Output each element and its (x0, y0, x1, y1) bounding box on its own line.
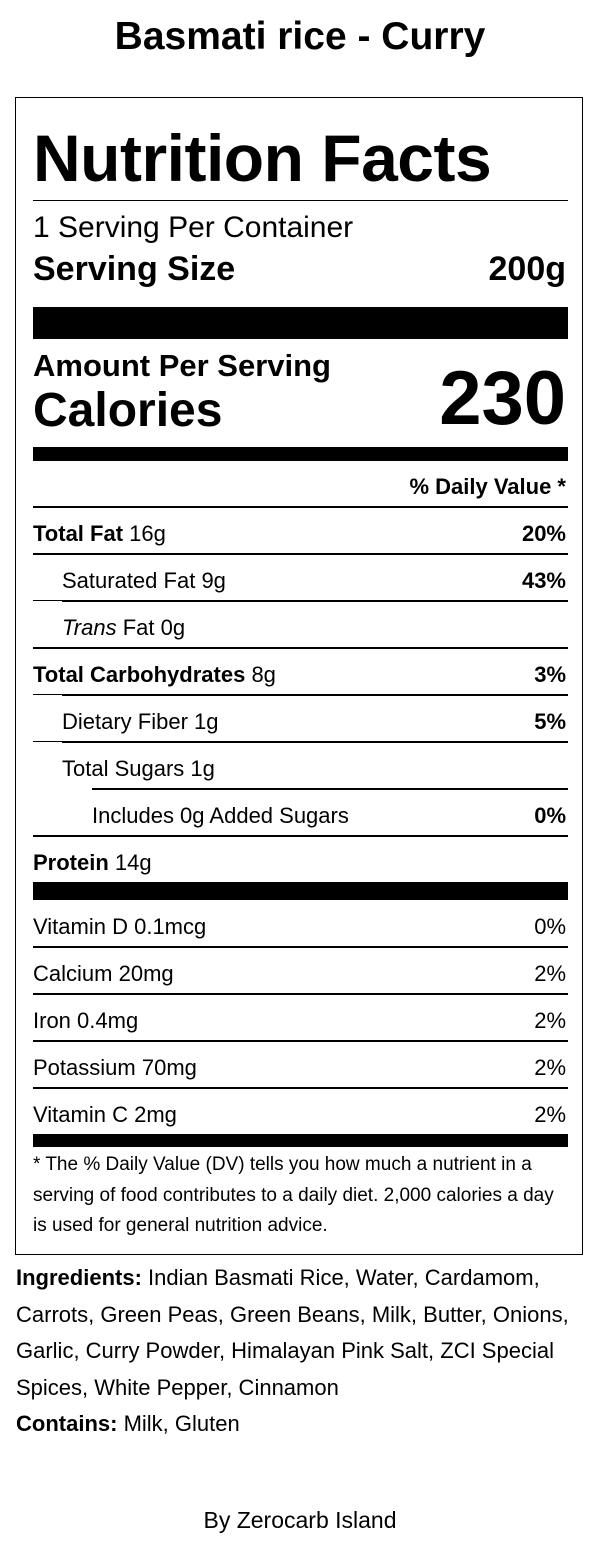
contains-text: Milk, Gluten (123, 1411, 240, 1436)
serving-size-label: Serving Size (33, 250, 236, 288)
nutrient-name: Includes 0g Added Sugars (92, 803, 349, 828)
serving-size-value: 200g (488, 250, 567, 288)
nutrient-amount: 9g (201, 568, 226, 593)
nutrient-dv: 20% (521, 521, 566, 546)
ingredients-text: Indian Basmati Rice, Water, Cardamom, Ca… (16, 1265, 569, 1400)
daily-value-footnote: * The % Daily Value (DV) tells you how m… (33, 1154, 554, 1236)
nutrient-amount: 8g (251, 662, 276, 687)
vitamin-dv: 2% (534, 1055, 566, 1080)
thick-divider (33, 882, 568, 900)
nutrient-amount: 16g (129, 521, 166, 546)
vitamin-amount: 2mg (134, 1102, 177, 1127)
product-title: Basmati rice - Curry (114, 15, 486, 58)
nutrient-dv: 5% (534, 709, 566, 734)
divider (62, 600, 568, 602)
divider (33, 200, 568, 201)
thick-divider (33, 447, 568, 461)
vitamin-row-vitamin-c: Vitamin C 2mg (33, 1100, 177, 1130)
divider (92, 788, 568, 790)
divider (62, 694, 568, 696)
thick-divider (33, 307, 568, 339)
nutrition-facts-panel: Nutrition Facts 1 Serving Per Container … (15, 97, 583, 1255)
nutrient-row-protein: Protein 14g (33, 848, 152, 878)
vitamin-amount: 20mg (118, 961, 174, 986)
divider (33, 993, 568, 995)
vitamin-name: Iron (33, 1008, 71, 1033)
ingredients-block: Ingredients: Indian Basmati Rice, Water,… (16, 1260, 592, 1443)
vitamin-name: Vitamin C (33, 1102, 128, 1127)
divider (33, 600, 62, 601)
divider (62, 741, 568, 743)
nutrient-row-dietary-fiber: Dietary Fiber 1g (62, 707, 219, 737)
nutrient-name: Protein (33, 850, 109, 875)
contains-label: Contains: (16, 1411, 118, 1436)
nutrient-name: Dietary Fiber (62, 709, 188, 734)
brand-byline: By Zerocarb Island (203, 1507, 397, 1533)
nutrient-name: Total Sugars (62, 756, 185, 781)
thick-divider (33, 1134, 568, 1147)
nutrient-name-italic: Trans (62, 615, 117, 640)
nutrient-row-total-fat: Total Fat 16g (33, 519, 166, 549)
nutrition-facts-heading: Nutrition Facts (33, 121, 492, 195)
vitamin-amount: 0.1mcg (134, 914, 207, 939)
nutrient-amount: 1g (190, 756, 215, 781)
nutrient-name: Saturated Fat (62, 568, 196, 593)
nutrient-row-trans-fat: Trans Fat 0g (62, 613, 185, 643)
vitamin-name: Vitamin D (33, 914, 128, 939)
nutrient-dv: 0% (534, 803, 566, 828)
divider (33, 553, 568, 555)
vitamin-row-potassium: Potassium 70mg (33, 1053, 197, 1083)
vitamin-name: Potassium (33, 1055, 136, 1080)
nutrient-row-total-sugars: Total Sugars 1g (62, 754, 215, 784)
divider (33, 835, 568, 837)
nutrient-amount: 1g (194, 709, 219, 734)
divider (33, 741, 62, 742)
divider (33, 506, 568, 508)
calories-label: Calories (33, 384, 223, 437)
vitamin-dv: 2% (534, 1102, 566, 1127)
vitamin-dv: 0% (534, 914, 566, 939)
nutrient-amount: 14g (114, 850, 152, 875)
divider (33, 946, 568, 948)
divider (33, 1087, 568, 1089)
vitamin-dv: 2% (534, 961, 566, 986)
nutrient-name: Total Carbohydrates (33, 662, 246, 687)
nutrient-row-saturated-fat: Saturated Fat 9g (62, 566, 226, 596)
vitamin-dv: 2% (534, 1008, 566, 1033)
amount-per-serving: Amount Per Serving (33, 348, 331, 383)
ingredients-label: Ingredients: (16, 1265, 142, 1290)
nutrient-row-added-sugars: Includes 0g Added Sugars (92, 801, 349, 831)
nutrient-name: Total Fat (33, 521, 124, 546)
vitamin-amount: 0.4mg (77, 1008, 139, 1033)
vitamin-row-iron: Iron 0.4mg (33, 1006, 138, 1036)
nutrient-dv: 3% (534, 662, 566, 687)
nutrient-amount: 0g (160, 615, 186, 640)
vitamin-name: Calcium (33, 961, 113, 986)
vitamin-amount: 70mg (141, 1055, 197, 1080)
daily-value-header: % Daily Value * (409, 474, 566, 499)
servings-per-container: 1 Serving Per Container (33, 211, 354, 244)
divider (33, 1040, 568, 1042)
nutrient-dv: 43% (521, 568, 566, 593)
divider (33, 694, 62, 695)
nutrient-name: Fat (122, 615, 155, 640)
nutrient-row-total-carbohydrates: Total Carbohydrates 8g (33, 660, 276, 690)
vitamin-row-calcium: Calcium 20mg (33, 959, 174, 989)
vitamin-row-vitamin-d: Vitamin D 0.1mcg (33, 912, 206, 942)
calories-value: 230 (439, 356, 566, 441)
divider (33, 647, 568, 649)
